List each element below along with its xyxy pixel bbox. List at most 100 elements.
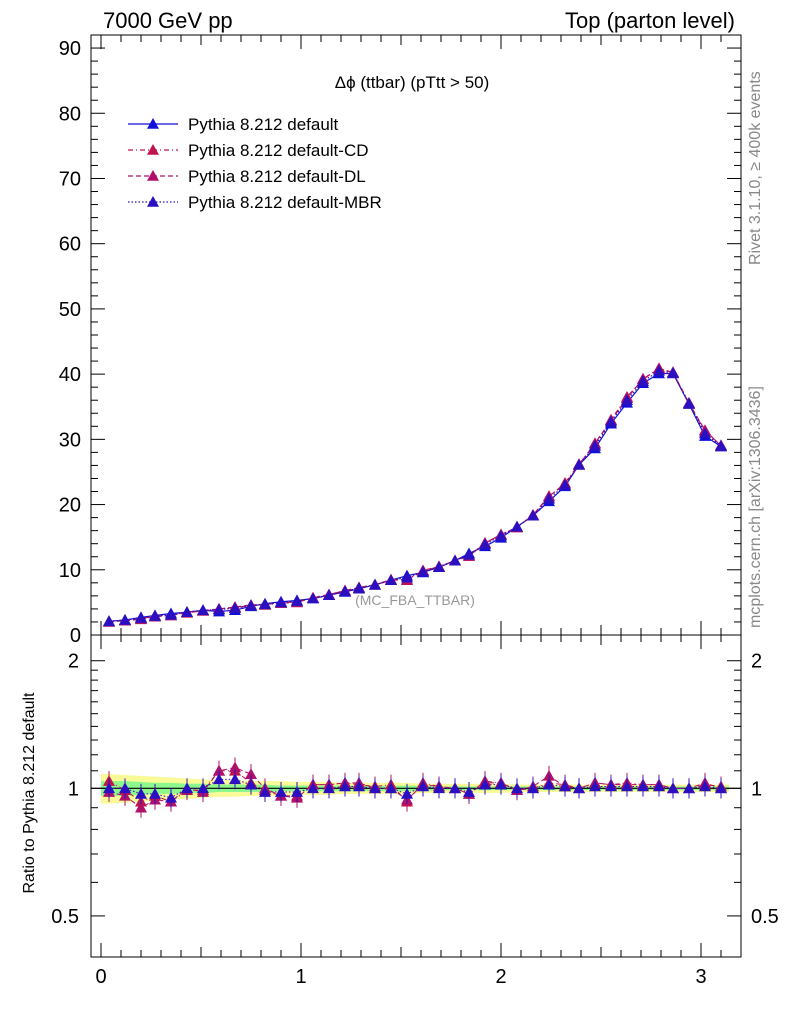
ratio-series-2-point bbox=[401, 787, 413, 799]
ratio-series-2-point bbox=[291, 786, 303, 797]
main-series-3-point bbox=[197, 604, 209, 616]
ratio-series-2-point bbox=[605, 780, 617, 792]
ratio-series-2-point bbox=[135, 787, 147, 799]
main-series-3-point bbox=[213, 603, 225, 615]
header-left: 7000 GeV pp bbox=[103, 8, 233, 33]
ratio-y-tick-label: 1 bbox=[68, 778, 79, 800]
ratio-series-2-point bbox=[573, 782, 585, 794]
y-tick-label: 80 bbox=[59, 103, 81, 125]
ratio-series-line-0 bbox=[108, 770, 722, 803]
y-tick-label: 40 bbox=[59, 364, 81, 386]
ratio-plot-frame bbox=[90, 634, 742, 958]
main-series-3-point bbox=[479, 538, 491, 550]
x-tick-label: 3 bbox=[695, 966, 706, 988]
main-series-3-point bbox=[385, 574, 397, 586]
ratio-series-2-point bbox=[653, 780, 665, 792]
y-tick-label: 90 bbox=[59, 38, 81, 60]
legend-marker bbox=[147, 118, 159, 129]
ratio-series-2-point bbox=[307, 782, 319, 794]
ratio-y-tick-label-right: 2 bbox=[751, 651, 762, 673]
main-series-3-point bbox=[401, 571, 413, 583]
ratio-series-1-point bbox=[135, 801, 147, 813]
main-series-3-point bbox=[259, 598, 271, 610]
ratio-plot-data bbox=[103, 757, 727, 818]
ratio-series-2-point bbox=[385, 782, 397, 794]
main-series-3-point bbox=[511, 520, 523, 532]
ratio-series-2-point bbox=[479, 778, 491, 790]
ratio-series-line-1 bbox=[108, 766, 722, 809]
main-series-3-point bbox=[667, 366, 679, 378]
main-plot-title: Δϕ (ttbar) (pTtt > 50) bbox=[335, 73, 490, 92]
y-tick-label: 70 bbox=[59, 168, 81, 190]
main-series-3-point bbox=[527, 509, 539, 521]
ratio-series-2-point bbox=[339, 780, 351, 792]
ratio-series-2-point bbox=[511, 782, 523, 794]
ratio-y-tick-label-right: 0.5 bbox=[751, 906, 779, 928]
main-series-3-point bbox=[495, 529, 507, 541]
main-series-line-3 bbox=[108, 370, 722, 622]
main-panel: 0 10 20 30 40 50 60 70 80 90 Δϕ (ttbar) (pTtt > 5… bbox=[59, 34, 742, 647]
main-series-3-point bbox=[699, 427, 711, 439]
ratio-series-1-point bbox=[245, 768, 257, 779]
y-tick-label: 50 bbox=[59, 299, 81, 321]
main-series-3-point bbox=[605, 415, 617, 427]
main-series-3-point bbox=[433, 561, 445, 572]
main-series-3-point bbox=[229, 602, 241, 614]
ratio-series-2-point bbox=[417, 780, 429, 792]
main-series-3-point bbox=[463, 548, 475, 560]
header-right: Top (parton level) bbox=[565, 8, 735, 33]
ratio-series-2-point bbox=[699, 780, 711, 792]
main-series-3-point bbox=[683, 397, 695, 409]
ratio-series-2-point bbox=[495, 778, 507, 790]
main-series-3-point bbox=[149, 610, 161, 621]
main-series-3-point bbox=[339, 585, 351, 597]
ratio-series-2-point bbox=[259, 786, 271, 797]
main-series-3-point bbox=[165, 608, 177, 620]
legend-marker bbox=[147, 144, 159, 155]
ratio-series-2-point bbox=[275, 786, 287, 797]
ratio-y-tick-label-right: 1 bbox=[751, 778, 762, 800]
main-series-3-point bbox=[715, 439, 727, 451]
main-series-3-point bbox=[369, 578, 381, 590]
ratio-series-2-point bbox=[103, 782, 115, 794]
main-series-3-point bbox=[573, 458, 585, 470]
y-tick-label: 60 bbox=[59, 234, 81, 256]
x-tick-label: 0 bbox=[95, 966, 106, 988]
ratio-panel: 0.5 0.5 1 1 2 2 0 1 2 3 Ratio to Pythia 8.212 de… bbox=[21, 634, 779, 988]
legend-entry-label: Pythia 8.212 default-MBR bbox=[188, 193, 382, 212]
main-y-axis: 0 10 20 30 40 50 60 70 80 90 bbox=[59, 38, 741, 647]
rivet-version-label: Rivet 3.1.10, ≥ 400k events bbox=[747, 71, 764, 265]
x-tick-label: 2 bbox=[495, 966, 506, 988]
ratio-y-axis: 0.5 0.5 1 1 2 2 bbox=[51, 651, 779, 928]
ratio-series-1-point bbox=[229, 761, 241, 773]
main-x-axis-ticks bbox=[100, 35, 742, 635]
ratio-y-tick-label: 2 bbox=[68, 651, 79, 673]
main-series-3-point bbox=[275, 596, 287, 608]
ratio-series-2-point bbox=[527, 782, 539, 794]
ratio-series-2-point bbox=[165, 791, 177, 803]
main-series-3-point bbox=[417, 565, 429, 577]
ratio-series-2-point bbox=[433, 782, 445, 794]
x-axis: 0 1 2 3 bbox=[95, 635, 742, 988]
ratio-series-2-point bbox=[119, 782, 131, 794]
ratio-series-2-point bbox=[369, 782, 381, 794]
y-tick-label: 30 bbox=[59, 429, 81, 451]
ratio-series-2-point bbox=[229, 773, 241, 785]
main-series-3-point bbox=[559, 479, 571, 490]
main-series-3-point bbox=[449, 554, 461, 566]
main-series-3-point bbox=[291, 595, 303, 606]
ratio-series-2-point bbox=[353, 780, 365, 792]
ratio-series-2-point bbox=[683, 782, 695, 794]
main-series-3-point bbox=[103, 615, 115, 627]
y-tick-label: 10 bbox=[59, 560, 81, 582]
main-series-3-point bbox=[323, 589, 335, 601]
ratio-series-2-point bbox=[449, 782, 461, 794]
mcplots-reference-label: mcplots.cern.ch [arXiv:1306.3436] bbox=[747, 386, 764, 628]
main-series-3-point bbox=[245, 599, 257, 611]
ratio-series-2-point bbox=[637, 780, 649, 792]
main-series-3-point bbox=[307, 592, 319, 604]
analysis-watermark: (MC_FBA_TTBAR) bbox=[355, 592, 475, 608]
main-series-3-point bbox=[621, 394, 633, 406]
legend-marker bbox=[147, 170, 159, 181]
